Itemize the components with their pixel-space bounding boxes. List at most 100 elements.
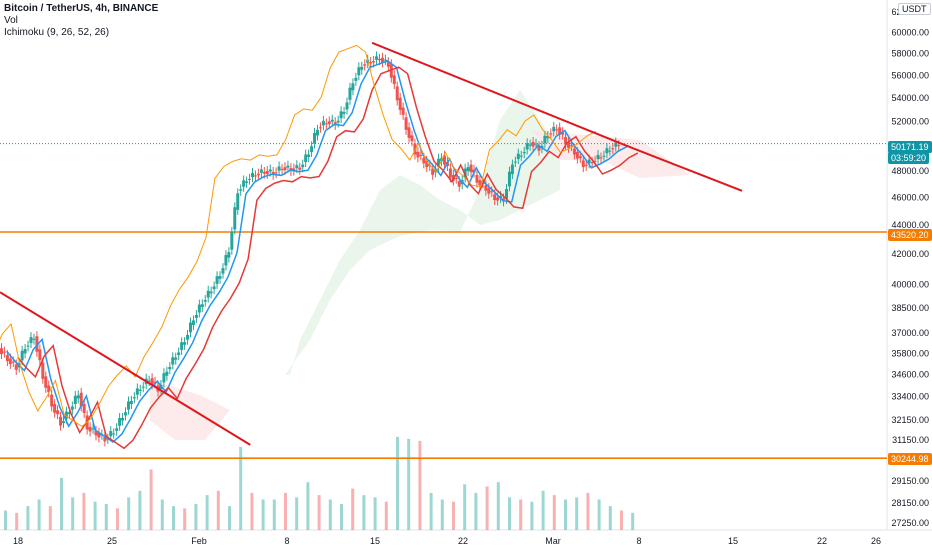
candle-body: [174, 357, 178, 360]
candle-body: [188, 322, 192, 333]
candle-body: [82, 403, 86, 413]
volume-bar: [250, 492, 254, 530]
candle-body: [61, 421, 65, 424]
candle-body: [2, 351, 6, 353]
volume-bar: [463, 484, 467, 530]
volume-bar: [519, 499, 523, 530]
candle-body: [581, 160, 585, 168]
volume-bar: [373, 497, 377, 530]
candle-body: [313, 132, 317, 144]
candle-body: [200, 304, 204, 308]
volume-indicator-label[interactable]: Vol: [4, 15, 18, 26]
candle-body: [569, 145, 573, 147]
candle-body: [91, 428, 95, 430]
volume-bar: [407, 438, 411, 530]
candle-body: [602, 155, 606, 157]
candle-body: [327, 121, 331, 125]
candle-body: [5, 355, 9, 362]
candle-body: [304, 154, 308, 163]
candle-body: [159, 384, 163, 390]
symbol-title[interactable]: Bitcoin / TetherUS, 4h, BINANCE: [4, 3, 159, 14]
candle-body: [135, 388, 139, 395]
y-tick-label: 27250.00: [891, 518, 929, 528]
candle-body: [248, 178, 252, 180]
volume-bar: [552, 495, 556, 530]
y-tick-label: 48000.00: [891, 166, 929, 176]
volume-bar: [620, 510, 623, 530]
candle-body: [519, 155, 523, 157]
candle-body: [605, 148, 609, 154]
candle-body: [233, 207, 237, 230]
candle-body: [242, 180, 246, 187]
volume-bar: [216, 490, 220, 530]
candle-body: [578, 156, 582, 158]
y-tick-label: 37000.00: [891, 328, 929, 338]
candle-body: [292, 168, 296, 171]
volume-bar: [541, 490, 545, 530]
candle-body: [132, 397, 136, 399]
candle-body: [218, 276, 222, 279]
candle-body: [215, 276, 219, 284]
candle-body: [372, 61, 376, 63]
candle-body: [26, 345, 30, 347]
volume-bar: [272, 499, 276, 530]
candle-body: [413, 143, 417, 155]
candle-body: [97, 432, 101, 438]
volume-bar: [317, 495, 321, 530]
y-tick-label: 35800.00: [891, 348, 929, 358]
candle-body: [70, 406, 74, 410]
y-tick-label: 40000.00: [891, 279, 929, 289]
candle-body: [121, 417, 125, 421]
candle-body: [67, 412, 71, 415]
volume-bar: [496, 482, 500, 530]
volume-bar: [384, 501, 388, 530]
candle-body: [442, 155, 446, 165]
candle-body: [487, 188, 491, 194]
volume-bar: [149, 469, 153, 530]
candle-body: [469, 164, 473, 173]
candle-body: [59, 416, 63, 426]
candle-body: [419, 154, 423, 156]
candle-body: [115, 428, 119, 431]
candle-body: [516, 153, 520, 160]
volume-bar: [104, 503, 108, 530]
candle-body: [584, 164, 588, 166]
candle-body: [549, 133, 553, 135]
candle-body: [56, 410, 60, 415]
candle-body: [478, 180, 482, 186]
volume-bar: [328, 499, 332, 530]
candle-body: [138, 389, 142, 391]
volume-bar: [60, 477, 63, 530]
candle-body: [153, 381, 157, 383]
candle-body: [203, 300, 207, 302]
volume-bar: [452, 501, 455, 530]
candle-body: [206, 290, 210, 298]
volume-bar: [127, 497, 131, 530]
candle-body: [375, 56, 379, 60]
volume-bar: [474, 492, 478, 530]
candle-body: [457, 181, 461, 187]
volume-bar: [160, 499, 164, 530]
candle-body: [386, 62, 390, 67]
candle-body: [209, 291, 213, 294]
candle-body: [484, 185, 488, 191]
currency-label[interactable]: USDT: [898, 3, 931, 15]
candle-body: [256, 173, 260, 176]
candle-body: [572, 148, 576, 155]
candle-body: [298, 167, 302, 170]
candle-body: [564, 137, 568, 145]
candle-body: [253, 175, 257, 177]
candle-body: [608, 150, 612, 152]
ichimoku-indicator-label[interactable]: Ichimoku (9, 26, 52, 26): [4, 27, 110, 38]
candle-body: [8, 358, 12, 364]
candle-body: [168, 366, 172, 370]
volume-bar: [530, 501, 534, 530]
candle-body: [437, 158, 441, 167]
candle-body: [378, 58, 382, 61]
candle-body: [525, 143, 529, 150]
ichimoku-base-line: [17, 66, 639, 450]
volume-bar: [418, 440, 422, 530]
candle-body: [301, 164, 305, 168]
volume-bar: [261, 499, 265, 530]
